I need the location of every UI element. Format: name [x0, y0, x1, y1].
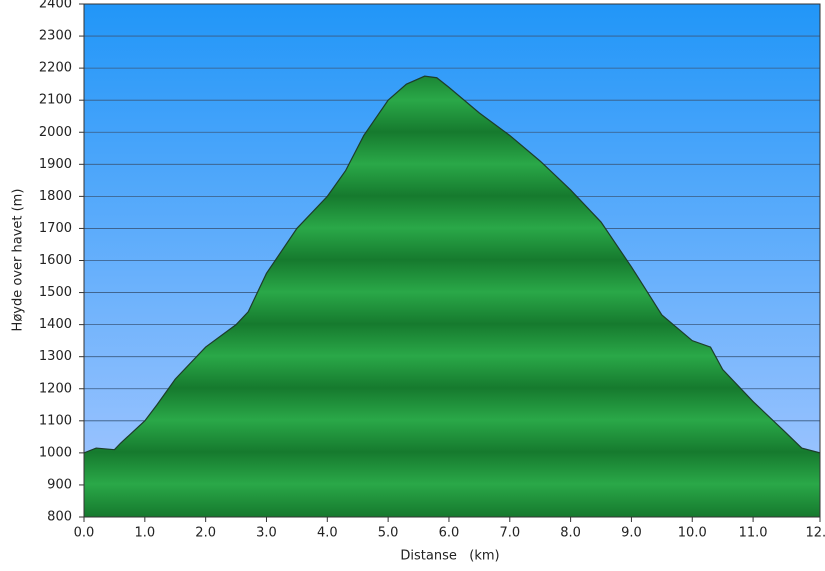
elevation-line — [83, 75, 821, 454]
y-tick-label: 2300 — [39, 29, 72, 44]
x-axis-label: Distanse (km) — [400, 549, 499, 564]
elevation-area — [84, 76, 820, 517]
y-tick-label: 2100 — [39, 93, 72, 108]
y-tick-label: 1100 — [39, 413, 72, 428]
x-tick-label: 0.0 — [74, 526, 95, 541]
y-tick-label: 1000 — [39, 445, 72, 460]
x-tick-label: 9.0 — [621, 526, 642, 541]
x-tick-label: 5.0 — [378, 526, 399, 541]
x-tick-label: 3.0 — [256, 526, 277, 541]
y-tick-label: 1500 — [39, 285, 72, 300]
y-tick-label: 1800 — [39, 189, 72, 204]
y-tick-label: 900 — [47, 477, 72, 492]
x-tick-label: 6.0 — [439, 526, 460, 541]
x-tick-label: 11.0 — [739, 526, 768, 541]
y-tick-label: 2200 — [39, 61, 72, 76]
y-tick-label: 1700 — [39, 221, 72, 236]
y-tick-label: 2000 — [39, 125, 72, 140]
x-tick-label: 4.0 — [317, 526, 338, 541]
y-axis-label: Høyde over havet (m) — [11, 189, 26, 332]
y-tick-label: 1300 — [39, 349, 72, 364]
y-tick-label: 1900 — [39, 157, 72, 172]
x-tick-label: 1.0 — [134, 526, 155, 541]
y-tick-label: 2400 — [39, 0, 72, 12]
x-tick-label: 10.0 — [678, 526, 707, 541]
y-tick-label: 800 — [47, 510, 72, 525]
x-tick-label: 12.1 — [806, 526, 825, 541]
y-tick-label: 1400 — [39, 317, 72, 332]
y-tick-label: 1200 — [39, 381, 72, 396]
y-tick-label: 1600 — [39, 253, 72, 268]
x-tick-label: 2.0 — [195, 526, 216, 541]
x-tick-label: 7.0 — [499, 526, 520, 541]
x-tick-label: 8.0 — [560, 526, 581, 541]
